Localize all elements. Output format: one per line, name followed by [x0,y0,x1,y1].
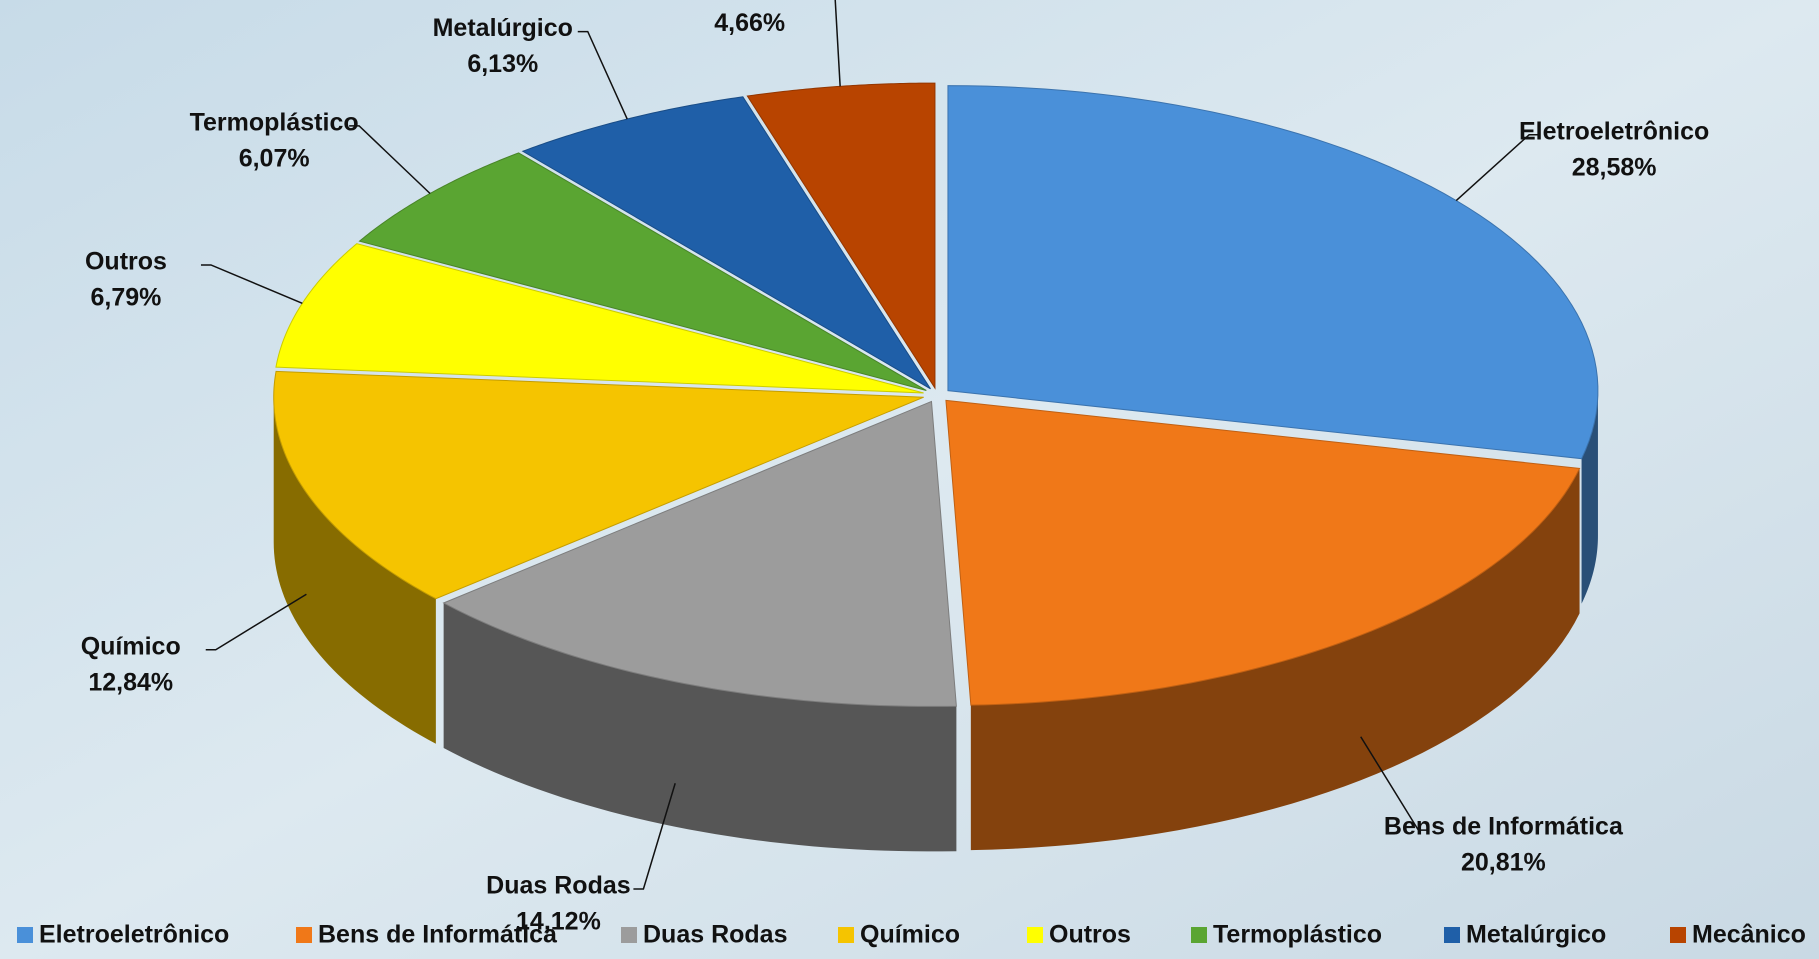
legend-label: Bens de Informática [318,921,558,949]
data-label-value: 6,07% [239,144,310,172]
legend-label: Outros [1049,921,1131,949]
legend-label: Químico [860,921,960,949]
data-label-name: Duas Rodas [486,872,630,900]
slice [442,400,957,707]
legend-swatch [296,927,312,943]
legend-swatch [1670,927,1686,943]
data-label-value: 4,66% [714,9,785,37]
data-label-name: Bens de Informática [1384,813,1624,841]
slice [273,370,924,600]
leader-line [633,783,676,890]
data-label-value: 6,79% [91,284,162,312]
sides [273,390,1598,852]
data-label-name: Metalúrgico [433,14,573,42]
leader-line [349,125,431,195]
leader-line [200,264,303,305]
legend-label: Eletroeletrônico [39,921,229,949]
leader-line [205,593,307,651]
legend-swatch [1027,927,1043,943]
tops [273,82,1599,707]
data-label-value: 12,84% [88,668,173,696]
data-label-value: 6,13% [467,50,538,78]
data-label-name: Mecânico [693,0,807,1]
legend-swatch [621,927,637,943]
legend-swatch [838,927,854,943]
leader-line [577,30,628,120]
data-label-name: Químico [81,632,181,660]
slice [945,399,1581,706]
leader-line [1360,736,1429,831]
data-label-name: Termoplástico [190,108,359,136]
leader-line [1455,134,1540,202]
legend-swatch [17,927,33,943]
slice-side [273,397,436,744]
legend-swatch [1191,927,1207,943]
slice-side [443,602,957,852]
legend: Eletroeletrônico Bens de Informática Duas … [17,921,1806,949]
data-label-name: Eletroeletrônico [1519,117,1709,145]
data-label-name: Outros [85,248,167,276]
slice-side [1581,390,1598,604]
leader-line [834,0,841,87]
legend-label: Mecânico [1692,921,1806,949]
legend-label: Metalúrgico [1466,921,1606,949]
slice-side [970,468,1580,851]
data-label-value: 20,81% [1461,849,1546,877]
legend-swatch [1444,927,1460,943]
legend-label: Duas Rodas [643,921,787,949]
labels: Eletroeletrônico 28,58% Bens de Informátic… [81,0,1709,936]
legend-label: Termoplástico [1213,921,1382,949]
data-label-value: 14,12% [516,908,601,936]
data-label-value: 28,58% [1572,153,1657,181]
